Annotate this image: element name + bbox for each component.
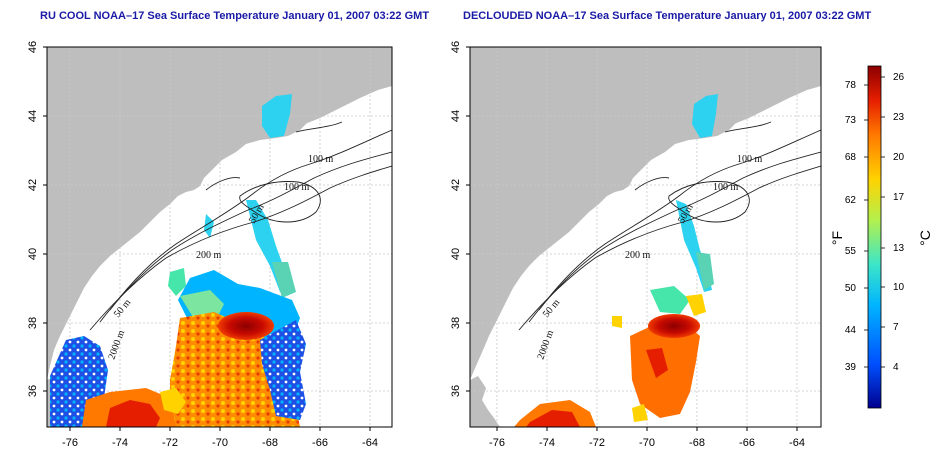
svg-text:100 m: 100 m <box>737 154 763 165</box>
svg-text:36: 36 <box>450 385 462 397</box>
svg-text:44: 44 <box>27 110 39 122</box>
svg-text:-66: -66 <box>312 437 328 449</box>
left-land-nova-scotia <box>278 66 392 128</box>
svg-text:-64: -64 <box>362 437 378 449</box>
svg-text:-70: -70 <box>212 437 228 449</box>
svg-text:42: 42 <box>450 179 462 191</box>
svg-text:68: 68 <box>845 152 857 163</box>
svg-text:-64: -64 <box>789 437 805 449</box>
right-y-axis-ticks <box>466 46 470 392</box>
svg-text:50: 50 <box>845 283 857 294</box>
colorbar-ticks <box>864 76 885 368</box>
colorbar-fahrenheit-ticks: 78 73 68 62 55 50 44 39 <box>845 80 857 373</box>
svg-text:46: 46 <box>450 41 462 53</box>
svg-text:40: 40 <box>450 248 462 260</box>
svg-text:-68: -68 <box>689 437 705 449</box>
svg-text:-66: -66 <box>739 437 755 449</box>
left-x-axis-labels: -76 -74 -72 -70 -68 -66 -64 <box>62 437 378 449</box>
svg-text:73: 73 <box>845 115 857 126</box>
svg-text:10: 10 <box>893 282 905 293</box>
right-land-nova-scotia <box>707 66 821 128</box>
colorbar-celsius-ticks: 26 23 20 17 13 10 7 4 <box>893 72 905 373</box>
right-y-axis-labels: 36 38 40 42 44 46 <box>450 41 462 397</box>
svg-text:100 m: 100 m <box>308 154 334 165</box>
left-bathymetry-contours <box>89 121 392 331</box>
svg-text:-74: -74 <box>112 437 128 449</box>
svg-text:-68: -68 <box>262 437 278 449</box>
right-x-axis-labels: -76 -74 -72 -70 -68 -66 -64 <box>489 437 805 449</box>
svg-text:17: 17 <box>893 192 905 203</box>
svg-text:-76: -76 <box>489 437 505 449</box>
colorbar-fahrenheit-label: °F <box>829 231 845 245</box>
left-map: 100 m 100 m 50 m 200 m 50 m 2000 m -76 -… <box>27 41 393 449</box>
svg-text:36: 36 <box>27 385 39 397</box>
svg-text:-70: -70 <box>639 437 655 449</box>
svg-text:200 m: 200 m <box>625 250 651 261</box>
right-x-axis-ticks <box>496 427 798 431</box>
svg-text:55: 55 <box>845 246 857 257</box>
left-map-title: RU COOL NOAA–17 Sea Surface Temperature … <box>40 10 430 22</box>
right-map-frame <box>469 46 822 428</box>
svg-text:20: 20 <box>893 152 905 163</box>
left-land-north-america <box>47 47 392 380</box>
svg-text:38: 38 <box>27 317 39 329</box>
svg-text:-76: -76 <box>62 437 78 449</box>
left-y-axis-ticks <box>43 46 47 392</box>
svg-text:42: 42 <box>27 179 39 191</box>
svg-text:100 m: 100 m <box>284 182 310 193</box>
svg-text:44: 44 <box>845 325 857 336</box>
svg-text:100 m: 100 m <box>713 182 739 193</box>
svg-text:44: 44 <box>450 110 462 122</box>
right-bathymetry-contours <box>518 121 821 331</box>
svg-text:62: 62 <box>845 195 857 206</box>
svg-text:-72: -72 <box>589 437 605 449</box>
colorbar-celsius-label: °C <box>917 230 933 246</box>
left-x-axis-ticks <box>69 427 371 431</box>
colorbar-gradient <box>867 65 882 409</box>
svg-text:-74: -74 <box>539 437 555 449</box>
svg-text:40: 40 <box>27 248 39 260</box>
right-land-north-america <box>470 47 821 380</box>
right-map-title: DECLOUDED NOAA–17 Sea Surface Temperatur… <box>463 10 872 22</box>
left-y-axis-labels: 36 38 40 42 44 46 <box>27 41 39 397</box>
svg-text:39: 39 <box>845 362 857 373</box>
svg-text:13: 13 <box>893 243 905 254</box>
svg-text:78: 78 <box>845 80 857 91</box>
svg-text:23: 23 <box>893 112 905 123</box>
left-sst-data <box>50 94 306 427</box>
svg-text:4: 4 <box>893 362 899 373</box>
right-gridlines <box>470 47 821 427</box>
svg-text:200 m: 200 m <box>196 250 222 261</box>
right-map: 100 m 100 m 50 m 200 m 50 m 2000 m -76 -… <box>450 41 822 449</box>
svg-text:-72: -72 <box>162 437 178 449</box>
svg-text:46: 46 <box>27 41 39 53</box>
temperature-colorbar: 78 73 68 62 55 50 44 39 26 23 20 17 13 1… <box>829 65 933 409</box>
svg-text:7: 7 <box>893 322 899 333</box>
svg-text:26: 26 <box>893 72 905 83</box>
svg-text:38: 38 <box>450 317 462 329</box>
right-sst-data <box>514 94 718 427</box>
right-land-southern-coast <box>470 376 500 427</box>
